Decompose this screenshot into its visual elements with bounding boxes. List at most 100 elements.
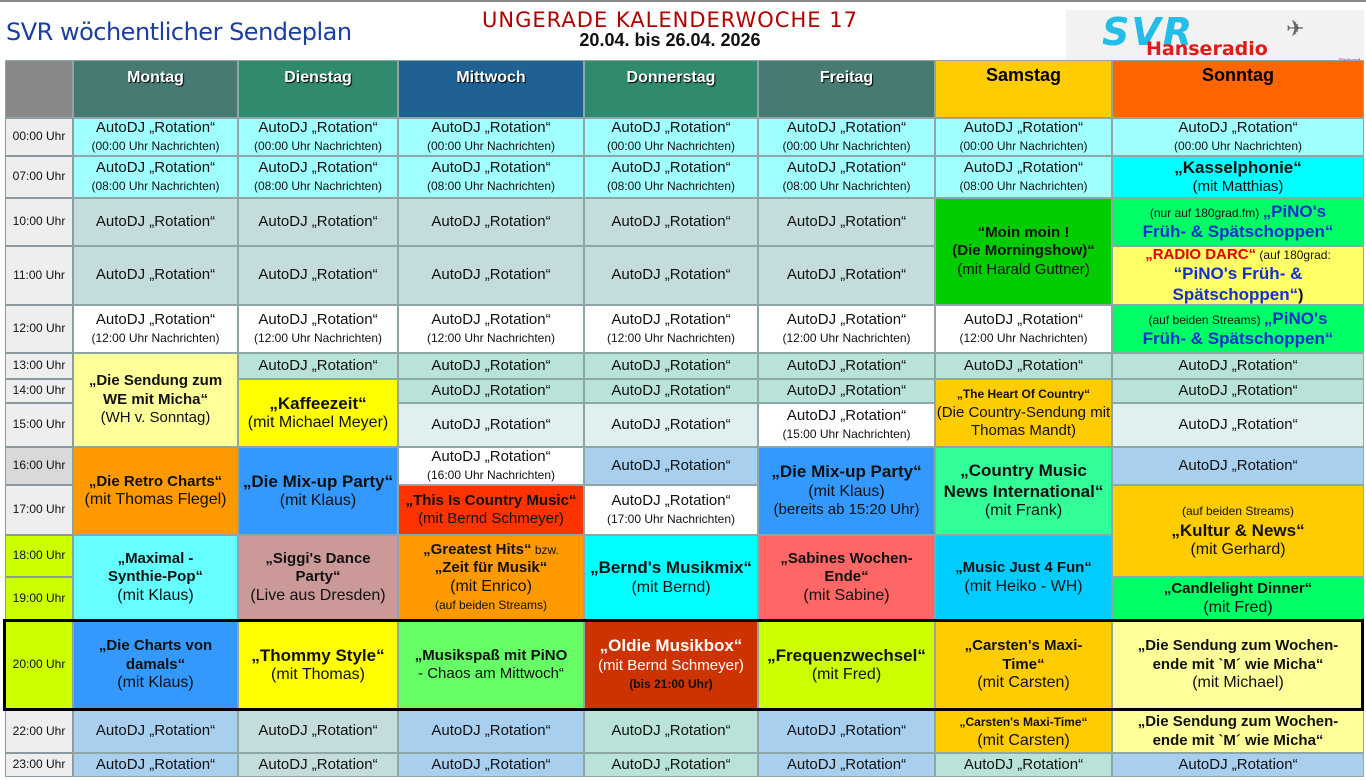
show-cell[interactable]: AutoDJ „Rotation“ (00:00 Uhr Nachrichten) (758, 118, 935, 156)
show-cell[interactable]: AutoDJ „Rotation“ (12:00 Uhr Nachrichten) (935, 305, 1112, 353)
show-cell[interactable]: „Music Just 4 Fun“ (mit Heiko - WH) (935, 535, 1112, 620)
show-text: AutoDJ „Rotation“ (258, 755, 378, 773)
show-cell[interactable]: „Kasselphonie“ (mit Matthias) (1112, 156, 1364, 198)
show-cell[interactable]: „Die Sendung zum Wochen-ende mit `M´ wie… (1112, 710, 1364, 753)
show-cell[interactable]: AutoDJ „Rotation“ (1112, 379, 1364, 403)
show-cell[interactable]: AutoDJ „Rotation“ (758, 379, 935, 403)
show-cell[interactable]: „Carsten's Maxi-Time“(mit Carsten) (935, 620, 1112, 710)
show-cell[interactable]: AutoDJ „Rotation“ (238, 710, 398, 753)
show-cell[interactable]: (auf beiden Streams) „Kultur & News“ (mit… (1112, 485, 1364, 577)
show-cell[interactable]: AutoDJ „Rotation“ (238, 753, 398, 777)
show-cell[interactable]: „Greatest Hits“ bzw. „Zeit für Musik“ (mit… (398, 535, 584, 620)
show-cell[interactable]: AutoDJ „Rotation“ (73, 710, 238, 753)
show-cell[interactable]: AutoDJ „Rotation“ (398, 198, 584, 246)
show-cell[interactable]: AutoDJ „Rotation“ (12:00 Uhr Nachrichten) (584, 305, 758, 353)
show-cell[interactable]: „Sabines Wochen- Ende“ (mit Sabine) (758, 535, 935, 620)
show-cell[interactable]: AutoDJ „Rotation“ (398, 246, 584, 305)
show-cell[interactable]: AutoDJ „Rotation“ (17:00 Uhr Nachrichten) (584, 485, 758, 535)
show-cell[interactable]: AutoDJ „Rotation“ (00:00 Uhr Nachrichten) (584, 118, 758, 156)
show-cell[interactable]: „This Is Country Music“ (mit Bernd Schmey… (398, 485, 584, 535)
show-cell[interactable]: AutoDJ „Rotation“ (935, 353, 1112, 379)
time-slot: 12:00 Uhr (5, 305, 73, 353)
show-cell[interactable]: AutoDJ „Rotation“ (398, 753, 584, 777)
show-cell[interactable]: AutoDJ „Rotation“ (08:00 Uhr Nachrichten) (584, 156, 758, 198)
show-line: AutoDJ „Rotation“ (787, 382, 906, 400)
show-cell[interactable]: „Die Retro Charts“ (mit Thomas Flegel) (73, 447, 238, 535)
show-cell[interactable]: AutoDJ „Rotation“ (12:00 Uhr Nachrichten) (758, 305, 935, 353)
show-cell[interactable]: AutoDJ „Rotation“ (584, 753, 758, 777)
show-cell[interactable]: „Maximal - Synthie-Pop“ (mit Klaus) (73, 535, 238, 620)
show-cell[interactable]: AutoDJ „Rotation“ (584, 447, 758, 485)
show-cell[interactable]: „The Heart Of Country“ (Die Country-Send… (935, 379, 1112, 447)
show-cell[interactable]: AutoDJ „Rotation“ (584, 353, 758, 379)
show-cell[interactable]: AutoDJ „Rotation“ (08:00 Uhr Nachrichten) (758, 156, 935, 198)
show-cell[interactable]: AutoDJ „Rotation“ (00:00 Uhr Nachrichten) (73, 118, 238, 156)
show-text: AutoDJ „Rotation“ (611, 212, 731, 230)
show-cell[interactable]: „Musikspaß mit PiNO - Chaos am Mittwoch“ (398, 620, 584, 710)
show-cell[interactable]: „Oldie Musikbox“ (mit Bernd Schmeyer) (bis… (584, 620, 758, 710)
show-cell[interactable]: „Country Music News International“ (mit F… (935, 447, 1112, 535)
show-cell[interactable]: (auf beiden Streams) „PiNO's Früh- & Spät… (1112, 305, 1364, 353)
show-cell[interactable]: AutoDJ „Rotation“ (1112, 447, 1364, 485)
show-cell[interactable]: AutoDJ „Rotation“ (1112, 753, 1364, 777)
show-cell[interactable]: AutoDJ „Rotation“ (12:00 Uhr Nachrichten) (398, 305, 584, 353)
show-cell[interactable]: AutoDJ „Rotation“ (08:00 Uhr Nachrichten) (238, 156, 398, 198)
show-line: (mit Sabine) (803, 587, 889, 605)
show-cell[interactable]: AutoDJ „Rotation“ (73, 753, 238, 777)
show-cell[interactable]: „RADIO DARC“ (auf 180grad: “PiNO's Früh- … (1112, 246, 1364, 305)
show-line: AutoDJ „Rotation“ (96, 119, 215, 137)
show-line: AutoDJ „Rotation“ (787, 407, 906, 425)
show-text: (mit Enrico) (450, 577, 532, 595)
show-cell[interactable]: „Frequenzwechsel“ (mit Fred) (758, 620, 935, 710)
show-cell[interactable]: AutoDJ „Rotation“ (238, 246, 398, 305)
show-cell[interactable]: AutoDJ „Rotation“ (08:00 Uhr Nachrichten) (398, 156, 584, 198)
show-cell[interactable]: AutoDJ „Rotation“ (1112, 353, 1364, 379)
show-cell[interactable]: AutoDJ „Rotation“ (584, 403, 758, 447)
show-cell[interactable]: (nur auf 180grad.fm) „PiNO's Früh- & Spät… (1112, 198, 1364, 246)
show-cell[interactable]: „Die Sendung zum Wochen-ende mit `M´ wie… (1112, 620, 1364, 710)
show-cell[interactable]: AutoDJ „Rotation“ (584, 379, 758, 403)
show-cell[interactable]: „Thommy Style“ (mit Thomas) (238, 620, 398, 710)
show-cell[interactable]: AutoDJ „Rotation“ (398, 403, 584, 447)
show-cell[interactable]: AutoDJ „Rotation“ (398, 353, 584, 379)
show-cell[interactable]: AutoDJ „Rotation“ (12:00 Uhr Nachrichten) (238, 305, 398, 353)
show-cell[interactable]: „Die Sendung zum WE mit Micha“ (WH v. Son… (73, 353, 238, 447)
show-cell[interactable]: „Bernd's Musikmix“ (mit Bernd) (584, 535, 758, 620)
show-cell[interactable]: AutoDJ „Rotation“ (758, 353, 935, 379)
show-cell[interactable]: AutoDJ „Rotation“ (15:00 Uhr Nachrichten) (758, 403, 935, 447)
show-cell[interactable]: AutoDJ „Rotation“ (08:00 Uhr Nachrichten) (73, 156, 238, 198)
show-cell[interactable]: AutoDJ „Rotation“ (584, 198, 758, 246)
show-cell[interactable]: AutoDJ „Rotation“ (73, 246, 238, 305)
show-cell[interactable]: AutoDJ „Rotation“ (584, 246, 758, 305)
show-cell[interactable]: AutoDJ „Rotation“ (16:00 Uhr Nachrichten) (398, 447, 584, 485)
show-cell[interactable]: „Candlelight Dinner“ (mit Fred) (1112, 577, 1364, 620)
show-cell[interactable]: AutoDJ „Rotation“ (00:00 Uhr Nachrichten) (935, 118, 1112, 156)
show-cell[interactable]: AutoDJ „Rotation“ (238, 198, 398, 246)
show-cell[interactable]: „Kaffeezeit“ (mit Michael Meyer) (238, 379, 398, 447)
show-text: (08:00 Uhr Nachrichten) (959, 179, 1088, 193)
show-cell[interactable]: AutoDJ „Rotation“ (00:00 Uhr Nachrichten) (398, 118, 584, 156)
show-cell[interactable]: “Moin moin ! (Die Morningshow)“ (mit Hara… (935, 198, 1112, 305)
show-cell[interactable]: AutoDJ „Rotation“ (73, 198, 238, 246)
show-cell[interactable]: „Siggi's Dance Party“ (Live aus Dresden) (238, 535, 398, 620)
show-cell[interactable]: „Die Charts von damals“ (mit Klaus) (73, 620, 238, 710)
show-line: „Maximal - (118, 550, 194, 568)
show-cell[interactable]: AutoDJ „Rotation“ (00:00 Uhr Nachrichten) (1112, 118, 1364, 156)
show-cell[interactable]: „Carsten's Maxi-Time“(mit Carsten) (935, 710, 1112, 753)
show-cell[interactable]: „Die Mix-up Party“ (mit Klaus) (bereits a… (758, 447, 935, 535)
show-cell[interactable]: AutoDJ „Rotation“ (238, 353, 398, 379)
show-cell[interactable]: AutoDJ „Rotation“ (12:00 Uhr Nachrichten) (73, 305, 238, 353)
show-cell[interactable]: AutoDJ „Rotation“ (758, 753, 935, 777)
show-cell[interactable]: AutoDJ „Rotation“ (08:00 Uhr Nachrichten) (935, 156, 1112, 198)
show-cell[interactable]: AutoDJ „Rotation“ (758, 198, 935, 246)
show-cell[interactable]: AutoDJ „Rotation“ (1112, 403, 1364, 447)
show-cell[interactable]: AutoDJ „Rotation“ (398, 379, 584, 403)
show-line: (12:00 Uhr Nachrichten) (959, 329, 1087, 347)
show-cell[interactable]: AutoDJ „Rotation“ (584, 710, 758, 753)
show-cell[interactable]: „Die Mix-up Party“ (mit Klaus) (238, 447, 398, 535)
show-cell[interactable]: AutoDJ „Rotation“ (398, 710, 584, 753)
show-cell[interactable]: AutoDJ „Rotation“ (758, 710, 935, 753)
show-cell[interactable]: AutoDJ „Rotation“ (935, 753, 1112, 777)
show-cell[interactable]: AutoDJ „Rotation“ (758, 246, 935, 305)
show-cell[interactable]: AutoDJ „Rotation“ (00:00 Uhr Nachrichten) (238, 118, 398, 156)
